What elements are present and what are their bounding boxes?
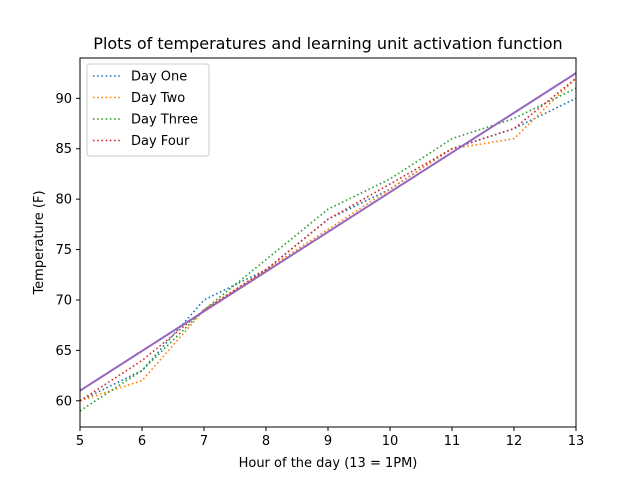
legend-box: [86, 63, 210, 157]
x-tick-label: 7: [200, 434, 208, 449]
legend-label: Day Three: [131, 113, 198, 128]
y-tick-label: 65: [55, 344, 72, 359]
x-tick-label: 8: [262, 434, 270, 449]
y-tick-label: 70: [55, 293, 72, 308]
legend-label: Day One: [131, 70, 187, 85]
x-tick-label: 13: [568, 434, 585, 449]
x-tick-label: 11: [444, 434, 461, 449]
y-axis: 60 65 70 75 80 85 90: [55, 92, 80, 409]
activation-function-line: [79, 72, 577, 392]
x-tick-label: 6: [138, 434, 146, 449]
x-tick-label: 9: [324, 434, 332, 449]
legend: Day One Day Two Day Three Day Four: [86, 63, 210, 157]
y-tick-label: 90: [55, 92, 72, 107]
y-tick-label: 80: [55, 193, 72, 208]
x-tick-label: 12: [506, 434, 523, 449]
series-layer: [79, 72, 577, 412]
y-tick-label: 75: [55, 243, 72, 258]
series-line-day-two: [79, 77, 577, 402]
series-line-day-three: [79, 87, 577, 412]
legend-label: Day Two: [131, 91, 185, 106]
y-axis-label: Temperature (F): [32, 190, 47, 295]
x-tick-label: 5: [76, 434, 84, 449]
x-axis-label: Hour of the day (13 = 1PM): [239, 456, 418, 471]
x-tick-label: 10: [382, 434, 399, 449]
legend-label: Day Four: [131, 134, 190, 149]
y-tick-label: 60: [55, 394, 72, 409]
series-line-day-four: [79, 77, 577, 402]
x-axis: 5 6 7 8 9 10 11 12 13: [76, 427, 584, 449]
y-tick-label: 85: [55, 142, 72, 157]
chart-title: Plots of temperatures and learning unit …: [93, 34, 562, 53]
